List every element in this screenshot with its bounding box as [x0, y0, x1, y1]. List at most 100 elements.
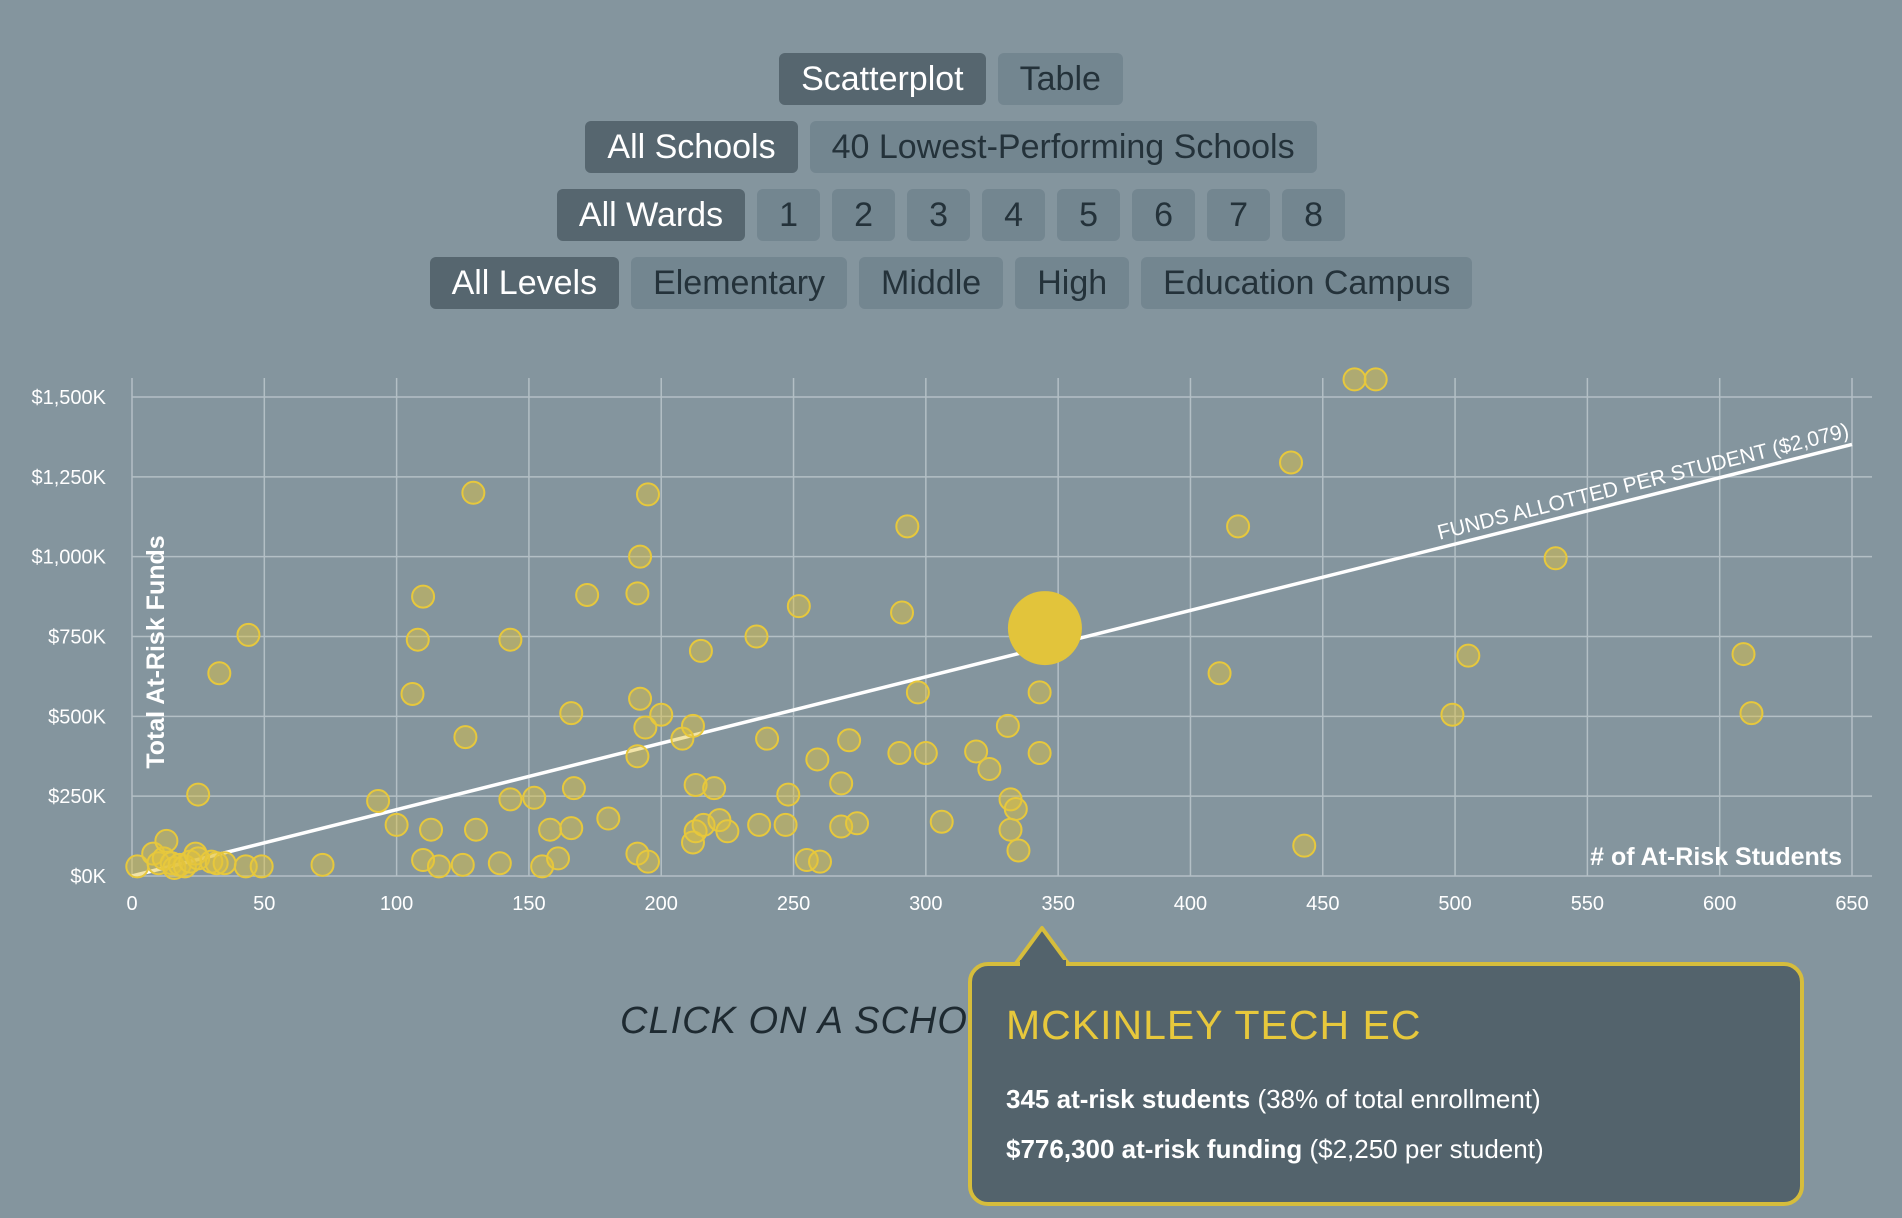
school-point[interactable] [890, 600, 915, 625]
ward-5-button[interactable]: 5 [1057, 189, 1121, 241]
school-point[interactable] [400, 681, 425, 706]
ward-2-button[interactable]: 2 [832, 189, 896, 241]
elementary-button[interactable]: Elementary [631, 257, 848, 309]
education-campus-button[interactable]: Education Campus [1141, 257, 1473, 309]
school-point[interactable] [366, 788, 391, 813]
school-point[interactable] [522, 785, 547, 810]
all-wards-button[interactable]: All Wards [556, 189, 746, 241]
school-point[interactable] [1207, 661, 1232, 686]
lowest-performing-button[interactable]: 40 Lowest-Performing Schools [809, 121, 1317, 173]
school-point[interactable] [964, 739, 989, 764]
school-point[interactable] [538, 817, 563, 842]
school-point[interactable] [744, 624, 769, 649]
school-point[interactable] [837, 728, 862, 753]
school-point[interactable] [628, 544, 653, 569]
ward-3-button[interactable]: 3 [907, 189, 971, 241]
school-point[interactable] [628, 686, 653, 711]
school-point[interactable] [207, 661, 232, 686]
school-point[interactable] [1279, 450, 1304, 475]
school-point[interactable] [633, 715, 658, 740]
selected-school-point[interactable] [1007, 591, 1082, 666]
school-point[interactable] [1363, 367, 1388, 392]
school-point[interactable] [715, 819, 740, 844]
school-point[interactable] [411, 584, 436, 609]
school-point[interactable] [561, 776, 586, 801]
school-point[interactable] [683, 772, 708, 797]
school-point[interactable] [498, 627, 523, 652]
school-point[interactable] [249, 854, 274, 879]
school-point[interactable] [1027, 741, 1052, 766]
all-levels-button[interactable]: All Levels [429, 257, 620, 309]
y-tick-label: $500K [48, 706, 106, 728]
school-point[interactable] [776, 782, 801, 807]
school-point[interactable] [559, 701, 584, 726]
school-point[interactable] [808, 849, 832, 874]
school-point[interactable] [310, 852, 335, 877]
school-point[interactable] [419, 817, 444, 842]
school-point[interactable] [702, 776, 727, 801]
school-point[interactable] [1292, 833, 1317, 858]
school-point[interactable] [845, 811, 870, 836]
school-point[interactable] [786, 594, 811, 619]
school-point[interactable] [464, 817, 488, 842]
school-point[interactable] [596, 806, 621, 831]
school-point[interactable] [487, 851, 512, 876]
reference-line-label: FUNDS ALLOTTED PER STUDENT ($2,079) [1435, 419, 1851, 544]
all-schools-button[interactable]: All Schools [585, 121, 798, 173]
school-point[interactable] [1731, 642, 1756, 667]
ward-6-button[interactable]: 6 [1132, 189, 1196, 241]
school-point[interactable] [977, 757, 1002, 782]
school-point[interactable] [186, 782, 211, 807]
school-point[interactable] [1440, 702, 1465, 727]
school-point[interactable] [829, 771, 854, 796]
middle-button[interactable]: Middle [859, 257, 1004, 309]
school-point[interactable] [450, 852, 475, 877]
school-point[interactable] [453, 725, 478, 750]
school-point[interactable] [575, 582, 600, 607]
school-point[interactable] [384, 812, 409, 837]
school-point[interactable] [1342, 367, 1367, 392]
school-point[interactable] [805, 747, 830, 772]
school-point[interactable] [636, 482, 660, 507]
school-point[interactable] [895, 514, 920, 539]
school-point[interactable] [212, 851, 237, 876]
table-button[interactable]: Table [997, 53, 1123, 105]
school-point[interactable] [929, 809, 954, 834]
school-point[interactable] [747, 812, 772, 837]
school-point[interactable] [913, 741, 938, 766]
school-point[interactable] [498, 787, 523, 812]
school-point[interactable] [204, 851, 229, 876]
school-point[interactable] [995, 713, 1020, 738]
school-point[interactable] [998, 817, 1023, 842]
school-point[interactable] [154, 828, 179, 853]
school-point[interactable] [461, 480, 486, 505]
school-point[interactable] [405, 627, 430, 652]
ward-7-button[interactable]: 7 [1207, 189, 1271, 241]
school-point[interactable] [688, 638, 713, 663]
school-point[interactable] [1226, 514, 1251, 539]
school-point[interactable] [649, 702, 674, 727]
school-point[interactable] [625, 581, 650, 606]
school-point[interactable] [905, 680, 930, 705]
school-point[interactable] [1739, 701, 1764, 726]
ward-1-button[interactable]: 1 [757, 189, 821, 241]
school-point[interactable] [236, 622, 261, 647]
school-point[interactable] [1027, 680, 1052, 705]
school-point[interactable] [559, 816, 584, 841]
ward-8-button[interactable]: 8 [1282, 189, 1346, 241]
school-point[interactable] [755, 726, 780, 751]
school-point[interactable] [1006, 838, 1031, 863]
school-point[interactable] [426, 854, 451, 879]
school-point[interactable] [1456, 643, 1481, 668]
school-point[interactable] [1003, 796, 1028, 821]
school-point[interactable] [546, 846, 571, 871]
ward-4-button[interactable]: 4 [982, 189, 1046, 241]
school-point[interactable] [636, 849, 660, 874]
school-point[interactable] [1543, 546, 1568, 571]
school-point[interactable] [887, 741, 912, 766]
school-point[interactable] [773, 812, 798, 837]
school-point[interactable] [625, 744, 650, 769]
high-button[interactable]: High [1015, 257, 1130, 309]
school-point[interactable] [680, 713, 705, 738]
scatterplot-button[interactable]: Scatterplot [779, 53, 986, 105]
